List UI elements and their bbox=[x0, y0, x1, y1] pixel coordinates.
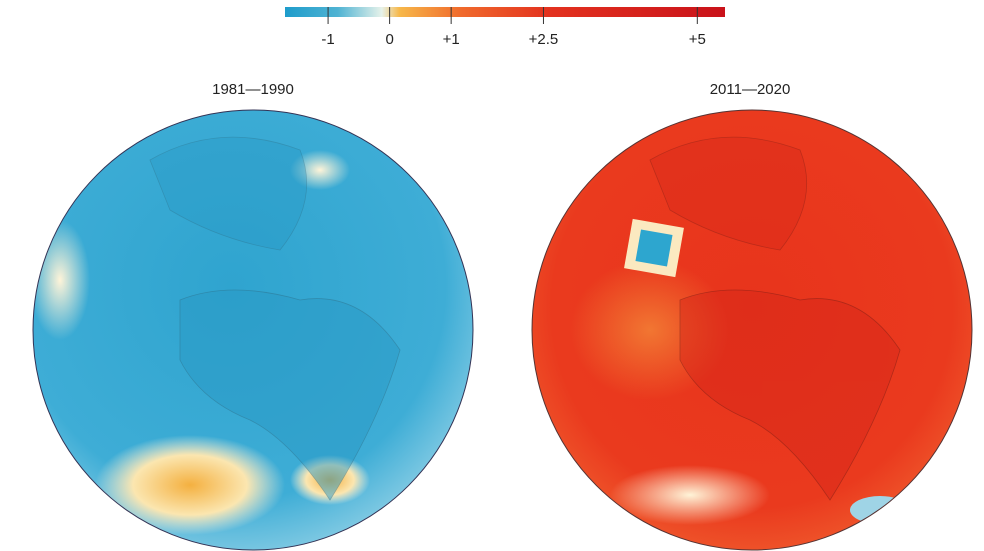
colorbar bbox=[285, 7, 725, 17]
globe-outline bbox=[531, 109, 973, 551]
tick-label: 0 bbox=[385, 31, 393, 48]
map-title: 1981—1990 bbox=[212, 81, 294, 98]
colorbar-ticks: -1 0 +1 +2.5 +5 bbox=[321, 7, 706, 48]
tick-label: +5 bbox=[689, 31, 706, 48]
tick-label: -1 bbox=[321, 31, 334, 48]
map-title: 2011—2020 bbox=[710, 81, 791, 98]
tick-label: +2.5 bbox=[529, 31, 559, 48]
tick-label: +1 bbox=[443, 31, 460, 48]
globe bbox=[532, 110, 972, 550]
globe-outline bbox=[32, 109, 474, 551]
